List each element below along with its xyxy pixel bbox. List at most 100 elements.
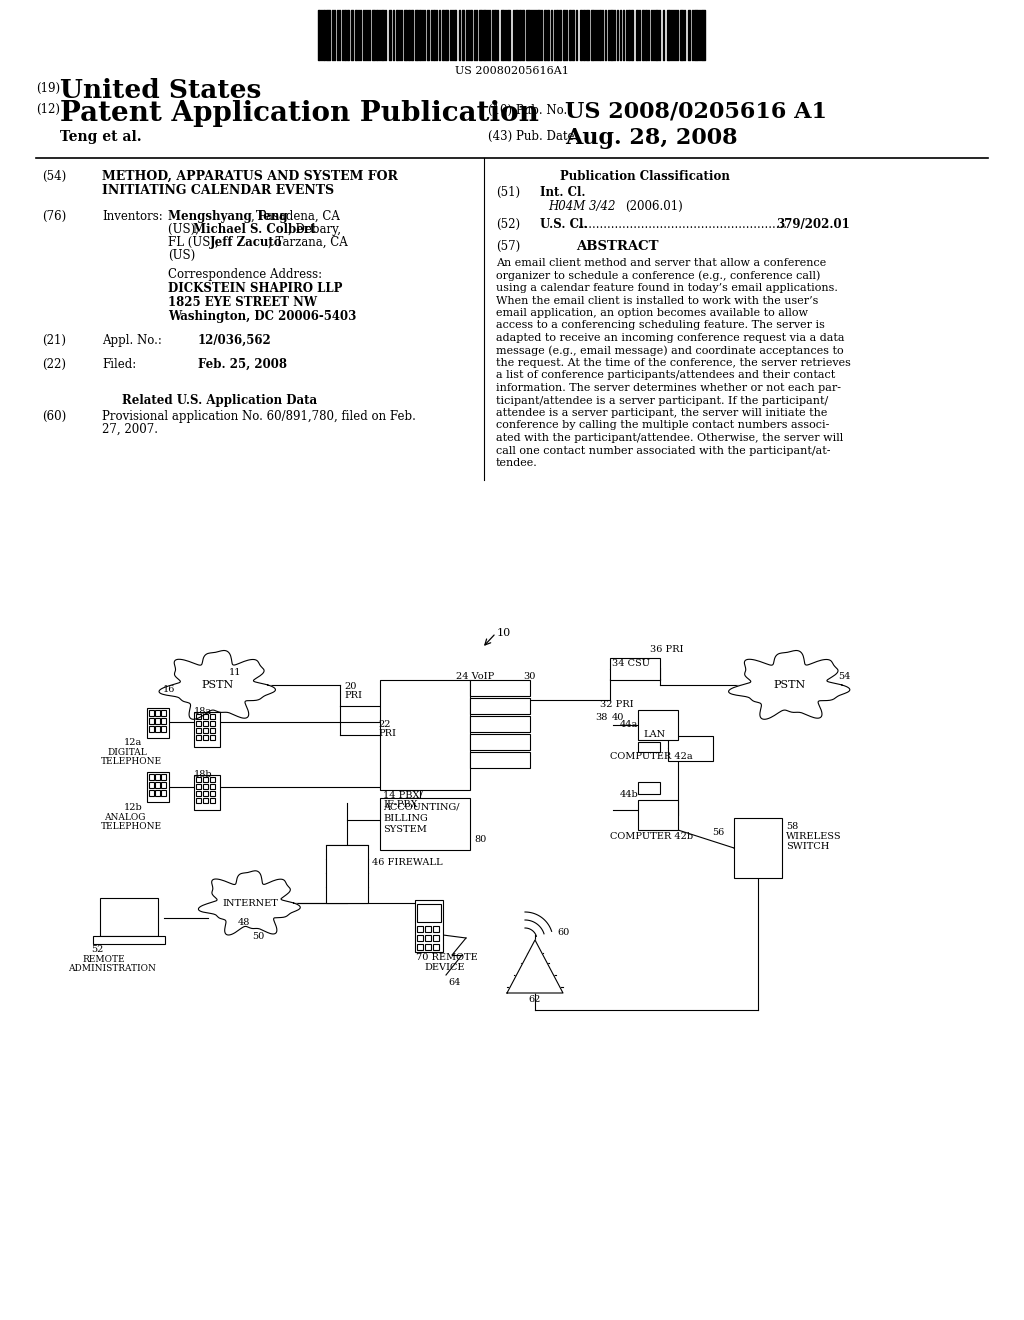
Text: the request. At the time of the conference, the server retrieves: the request. At the time of the conferen… <box>496 358 851 368</box>
Text: Provisional application No. 60/891,780, filed on Feb.: Provisional application No. 60/891,780, … <box>102 411 416 422</box>
Text: Filed:: Filed: <box>102 358 136 371</box>
Text: tendee.: tendee. <box>496 458 538 469</box>
Text: (12): (12) <box>36 103 60 116</box>
Bar <box>638 710 678 741</box>
Text: COMPUTER 42a: COMPUTER 42a <box>610 752 692 762</box>
Text: METHOD, APPARATUS AND SYSTEM FOR: METHOD, APPARATUS AND SYSTEM FOR <box>102 170 398 183</box>
Bar <box>425 927 431 932</box>
Text: 80: 80 <box>474 836 486 843</box>
Bar <box>150 726 154 733</box>
Bar <box>155 789 160 796</box>
Text: Aug. 28, 2008: Aug. 28, 2008 <box>565 127 737 149</box>
Text: 32 PRI: 32 PRI <box>600 700 634 709</box>
Text: 1825 EYE STREET NW: 1825 EYE STREET NW <box>168 296 317 309</box>
Text: (57): (57) <box>496 240 520 253</box>
Bar <box>326 845 368 903</box>
Bar <box>417 935 423 941</box>
Bar <box>161 789 166 796</box>
Bar <box>415 900 443 952</box>
Bar <box>610 657 660 680</box>
Text: access to a conferencing scheduling feature. The server is: access to a conferencing scheduling feat… <box>496 321 825 330</box>
Bar <box>417 944 423 950</box>
Text: PRI: PRI <box>344 690 362 700</box>
Text: ABSTRACT: ABSTRACT <box>575 240 658 253</box>
Bar <box>203 735 208 741</box>
Text: (51): (51) <box>496 186 520 199</box>
Text: United States: United States <box>60 78 261 103</box>
Text: 50: 50 <box>252 932 264 941</box>
Text: H04M 3/42: H04M 3/42 <box>548 201 615 213</box>
Bar <box>150 774 154 780</box>
Text: Washington, DC 20006-5403: Washington, DC 20006-5403 <box>168 310 356 323</box>
Polygon shape <box>507 940 563 993</box>
Text: ated with the participant/attendee. Otherwise, the server will: ated with the participant/attendee. Othe… <box>496 433 843 444</box>
Text: 60: 60 <box>557 928 569 937</box>
Text: 70 REMOTE: 70 REMOTE <box>416 953 478 962</box>
Text: ADMINISTRATION: ADMINISTRATION <box>68 964 156 973</box>
Text: 54: 54 <box>838 672 850 681</box>
Text: PSTN: PSTN <box>202 680 234 690</box>
Text: 44a: 44a <box>620 719 638 729</box>
Text: (22): (22) <box>42 358 66 371</box>
Bar <box>417 904 441 921</box>
Text: REMOTE: REMOTE <box>82 954 125 964</box>
Bar <box>203 777 208 781</box>
Bar <box>433 944 439 950</box>
Bar <box>155 718 160 723</box>
Text: ........................................................: ........................................… <box>578 218 788 231</box>
Text: 14 PBX/: 14 PBX/ <box>383 789 423 799</box>
Text: 56: 56 <box>712 828 724 837</box>
Text: 34 CSU: 34 CSU <box>612 659 650 668</box>
Bar <box>734 818 782 878</box>
Text: U.S. Cl.: U.S. Cl. <box>540 218 588 231</box>
Bar <box>194 775 220 810</box>
Text: 20: 20 <box>344 682 356 690</box>
Text: BILLING: BILLING <box>383 814 428 822</box>
Text: LAN: LAN <box>643 730 666 739</box>
Bar <box>433 935 439 941</box>
Text: using a calendar feature found in today’s email applications.: using a calendar feature found in today’… <box>496 282 838 293</box>
Polygon shape <box>159 651 275 719</box>
Bar <box>196 729 201 733</box>
Text: ANALOG: ANALOG <box>104 813 145 822</box>
Text: (52): (52) <box>496 218 520 231</box>
Text: US 20080205616A1: US 20080205616A1 <box>455 66 569 77</box>
Text: FL (US);: FL (US); <box>168 236 223 249</box>
Bar <box>203 714 208 719</box>
Text: a list of conference participants/attendees and their contact: a list of conference participants/attend… <box>496 371 836 380</box>
Bar <box>196 799 201 803</box>
Text: PSTN: PSTN <box>774 680 806 690</box>
Bar <box>203 784 208 789</box>
Bar <box>150 710 154 715</box>
Text: 22: 22 <box>378 719 390 729</box>
Text: 27, 2007.: 27, 2007. <box>102 422 158 436</box>
Text: 48: 48 <box>238 917 251 927</box>
Bar <box>470 680 530 696</box>
Text: (43) Pub. Date:: (43) Pub. Date: <box>488 129 579 143</box>
Polygon shape <box>729 651 850 719</box>
Text: 18a: 18a <box>194 708 212 715</box>
Text: 52: 52 <box>91 945 103 954</box>
Bar <box>470 752 530 768</box>
Bar <box>161 781 166 788</box>
Bar <box>161 710 166 715</box>
Text: When the email client is installed to work with the user’s: When the email client is installed to wo… <box>496 296 818 305</box>
Text: An email client method and server that allow a conference: An email client method and server that a… <box>496 257 826 268</box>
Text: WIRELESS: WIRELESS <box>786 832 842 841</box>
Text: TELEPHONE: TELEPHONE <box>101 822 162 832</box>
Text: attendee is a server participant, the server will initiate the: attendee is a server participant, the se… <box>496 408 827 418</box>
Text: , Tarzana, CA: , Tarzana, CA <box>268 236 348 249</box>
Bar <box>470 715 530 733</box>
Bar <box>155 781 160 788</box>
Text: ticipant/attendee is a server participant. If the participant/: ticipant/attendee is a server participan… <box>496 396 828 405</box>
Bar <box>203 729 208 733</box>
Bar <box>155 774 160 780</box>
Text: 24 VoIP: 24 VoIP <box>456 672 495 681</box>
Text: 40: 40 <box>612 713 625 722</box>
Text: call one contact number associated with the participant/at-: call one contact number associated with … <box>496 446 830 455</box>
Text: (2006.01): (2006.01) <box>625 201 683 213</box>
Text: Publication Classification: Publication Classification <box>560 170 730 183</box>
Text: 12b: 12b <box>124 803 142 812</box>
Text: Related U.S. Application Data: Related U.S. Application Data <box>122 393 317 407</box>
Bar <box>93 936 165 944</box>
